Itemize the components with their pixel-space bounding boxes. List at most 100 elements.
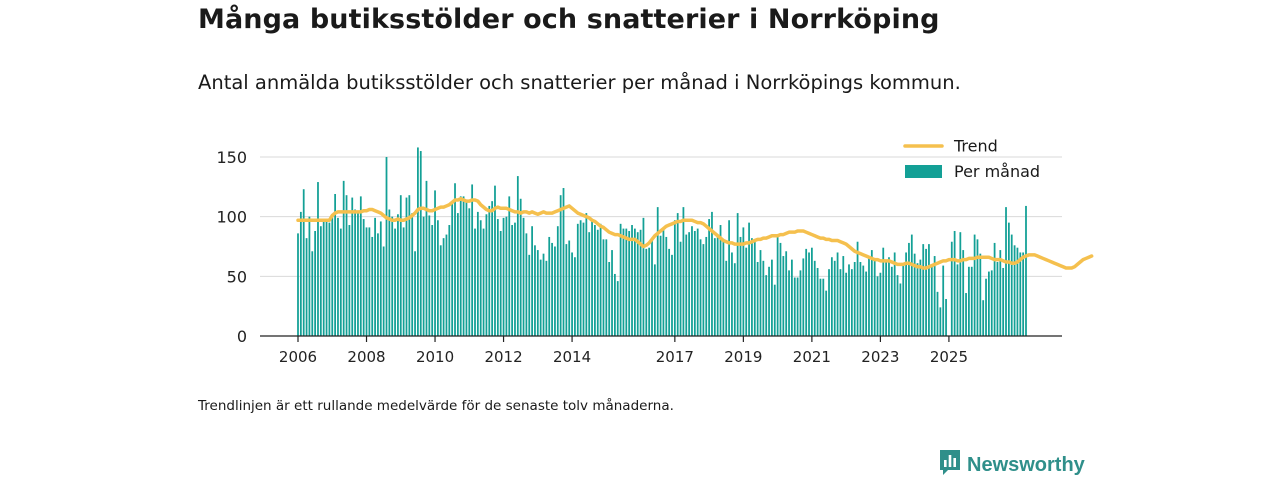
bar xyxy=(545,260,548,336)
bar xyxy=(605,239,608,336)
bar xyxy=(496,219,499,336)
bar xyxy=(848,264,850,336)
bar xyxy=(331,214,334,336)
bar xyxy=(933,256,936,336)
footnote: Trendlinjen är ett rullande medelvärde f… xyxy=(198,398,674,414)
bar xyxy=(362,219,365,336)
bar xyxy=(631,225,633,336)
legend-bar-label: Per månad xyxy=(954,162,1040,181)
bar xyxy=(382,246,385,336)
bar xyxy=(973,234,976,336)
y-axis-ticks: 0 50 100 150 xyxy=(216,148,247,346)
bar xyxy=(739,236,742,336)
bar xyxy=(819,278,822,336)
bar xyxy=(728,220,730,336)
bar xyxy=(542,253,545,336)
bar xyxy=(945,299,947,336)
bar xyxy=(319,226,322,336)
y-tick-label: 50 xyxy=(227,267,247,286)
logo-text: Newsworthy xyxy=(967,453,1085,476)
bar xyxy=(830,257,833,336)
bar xyxy=(299,211,302,336)
bar xyxy=(594,225,596,336)
bar xyxy=(408,195,411,336)
bar xyxy=(970,266,973,336)
bar xyxy=(377,233,379,336)
trend-line xyxy=(296,197,1094,270)
bar xyxy=(345,195,348,336)
bar xyxy=(562,188,565,336)
bar xyxy=(611,250,613,336)
bar xyxy=(759,250,762,336)
bar xyxy=(922,244,925,336)
bar xyxy=(768,266,770,336)
bar xyxy=(339,228,342,336)
bar xyxy=(719,225,722,336)
bar xyxy=(913,253,916,336)
bar xyxy=(305,238,308,336)
bar xyxy=(442,238,445,336)
bar xyxy=(805,248,808,336)
bar xyxy=(765,275,768,336)
x-tick-label: 2021 xyxy=(793,348,831,366)
bar xyxy=(751,238,753,336)
x-tick-label: 2006 xyxy=(279,348,317,366)
bar xyxy=(419,151,422,336)
bar xyxy=(534,245,536,336)
bar xyxy=(337,217,339,336)
bar xyxy=(736,213,739,336)
bar xyxy=(371,236,374,336)
bar xyxy=(434,190,436,336)
bar xyxy=(559,195,562,336)
bar xyxy=(308,216,311,336)
bar xyxy=(762,260,765,336)
bar xyxy=(417,147,419,336)
bar xyxy=(742,227,745,336)
bar xyxy=(505,216,508,336)
bar xyxy=(514,222,516,336)
bar xyxy=(536,250,539,336)
bar xyxy=(850,269,853,336)
bar xyxy=(993,242,996,336)
bar xyxy=(636,232,639,336)
bar xyxy=(839,269,842,336)
bar xyxy=(999,250,1002,336)
bar xyxy=(465,202,468,336)
bar xyxy=(448,225,451,336)
bar xyxy=(668,248,671,336)
bar xyxy=(554,246,556,336)
legend: Trend Per månad xyxy=(903,137,1040,181)
x-tick-label: 2010 xyxy=(416,348,454,366)
bar xyxy=(959,232,962,336)
bar xyxy=(879,272,882,336)
bar xyxy=(842,256,845,336)
bar xyxy=(876,276,879,336)
bar xyxy=(748,222,750,336)
bar xyxy=(431,225,434,336)
bar xyxy=(711,211,713,336)
bar xyxy=(836,252,839,336)
bar xyxy=(374,217,376,336)
bar xyxy=(539,259,542,336)
bar xyxy=(311,251,314,336)
bar xyxy=(397,214,399,336)
bar xyxy=(982,300,985,336)
bar xyxy=(348,225,351,336)
bar xyxy=(673,220,676,336)
x-tick-label: 2008 xyxy=(347,348,385,366)
bar xyxy=(822,278,825,336)
bar xyxy=(499,230,502,336)
bar xyxy=(691,226,693,336)
bar xyxy=(622,228,625,336)
bar xyxy=(599,223,602,336)
x-tick-label: 2025 xyxy=(930,348,968,366)
bar xyxy=(671,254,673,336)
bar xyxy=(1016,247,1019,336)
bar xyxy=(648,247,651,336)
bar xyxy=(733,263,736,336)
bar xyxy=(725,260,728,336)
bar xyxy=(928,244,930,336)
newsworthy-logo[interactable]: Newsworthy xyxy=(939,450,1085,479)
bar xyxy=(950,241,953,336)
bar xyxy=(1007,222,1010,336)
